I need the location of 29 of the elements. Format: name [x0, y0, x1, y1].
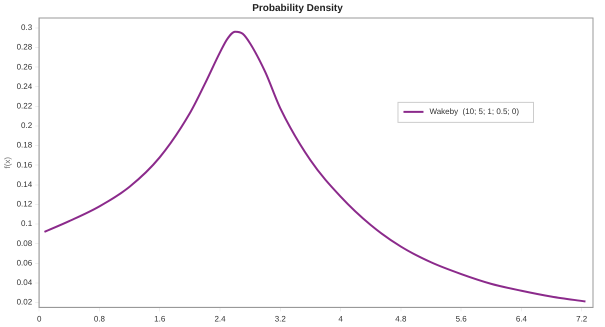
y-tick-label: 0.24	[16, 82, 33, 91]
y-tick-label: 0.18	[16, 140, 33, 150]
y-tick-label: 0.1	[21, 219, 33, 228]
x-tick-label: 2.4	[214, 314, 226, 324]
y-tick-label: 0.08	[16, 238, 33, 248]
x-tick-label: 4	[338, 314, 344, 324]
line-series	[43, 30, 586, 303]
y-tick-label: 0.14	[16, 180, 33, 189]
y-tick-label: 0.28	[16, 42, 33, 52]
y-tick-label: 0.02	[16, 298, 33, 307]
y-tick-label: 0.2	[21, 121, 33, 130]
x-tick-label: 3.2	[274, 314, 286, 324]
y-tick-label: 0.06	[16, 258, 33, 268]
x-tick-label: 1.6	[154, 314, 166, 324]
legend-label: Wakeby (10; 5; 1; 0.5; 0)	[429, 107, 520, 116]
x-tick-label: 0	[36, 314, 42, 324]
x-tick-label: 4.8	[395, 314, 407, 324]
x-tick-label: 6.4	[516, 314, 528, 324]
chart-title: Probability Density	[252, 2, 344, 14]
y-tick-label: 0.12	[16, 200, 33, 209]
y-tick-label: 0.04	[16, 278, 33, 288]
x-tick-label: 0.8	[94, 314, 106, 324]
y-axis-title: f(x)	[3, 156, 12, 168]
y-tick-label: 0.22	[16, 101, 33, 110]
y-tick-label: 0.26	[16, 62, 33, 72]
y-tick-label: 0.3	[21, 23, 33, 32]
x-tick-label: 7.2	[576, 314, 588, 324]
x-tick-label: 5.6	[456, 314, 468, 324]
y-tick-label: 0.16	[16, 160, 33, 170]
